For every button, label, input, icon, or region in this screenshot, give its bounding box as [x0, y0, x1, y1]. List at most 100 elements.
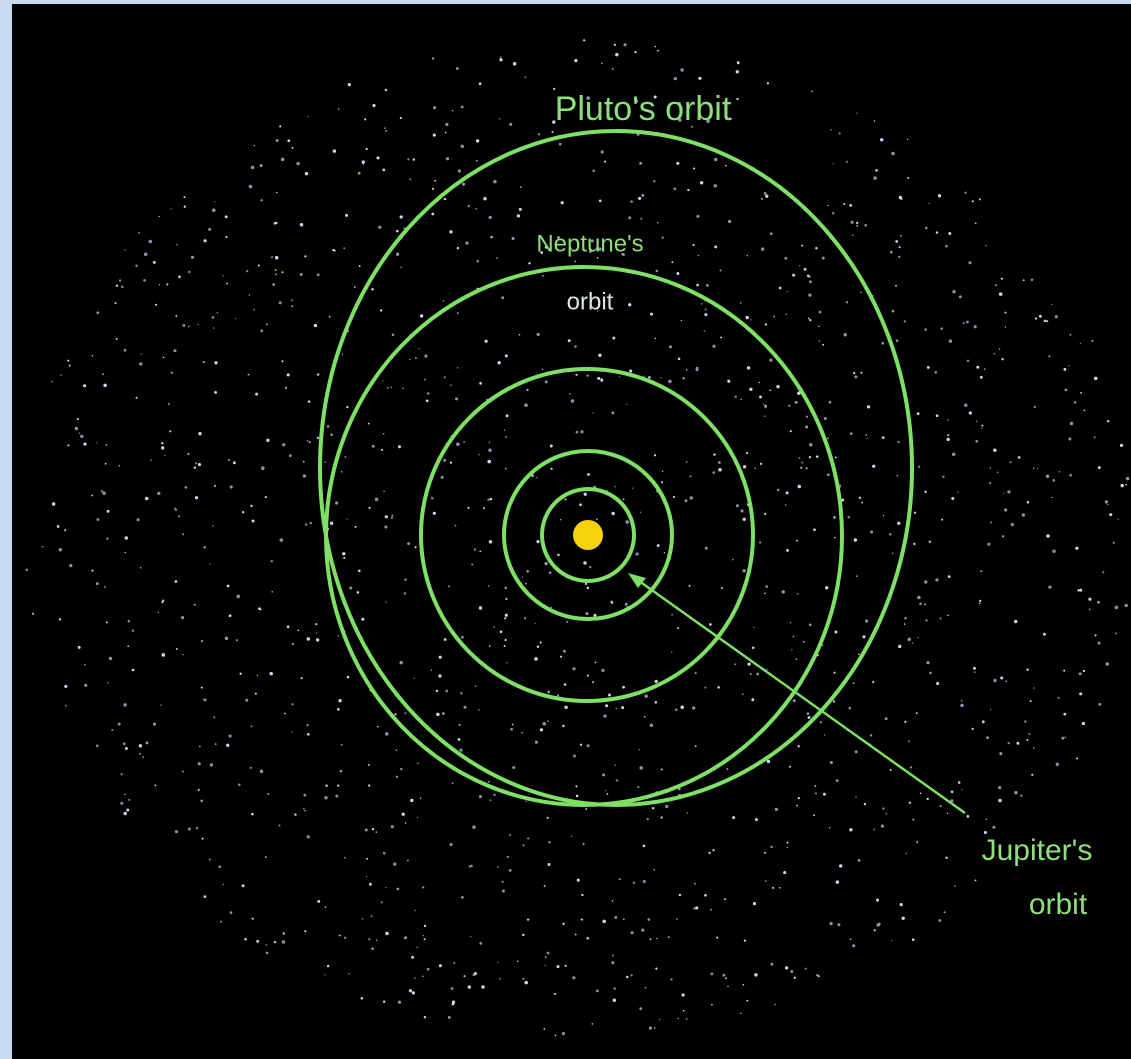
star — [115, 302, 117, 304]
star — [870, 734, 872, 736]
star — [1074, 401, 1076, 403]
star — [975, 222, 977, 224]
star — [175, 830, 178, 833]
star — [661, 816, 663, 818]
star — [587, 473, 590, 476]
star — [451, 987, 454, 990]
star — [445, 132, 447, 134]
star — [681, 993, 684, 996]
star — [793, 636, 795, 638]
star — [69, 564, 72, 567]
star — [282, 271, 284, 273]
star — [194, 466, 196, 468]
star — [123, 703, 127, 707]
star — [964, 404, 967, 407]
star — [226, 744, 229, 747]
star — [455, 525, 457, 527]
star — [383, 1000, 385, 1002]
star — [786, 313, 787, 314]
star — [929, 672, 932, 675]
star — [214, 201, 215, 202]
star — [358, 172, 361, 175]
star — [865, 434, 867, 436]
star — [575, 934, 577, 936]
star — [461, 145, 464, 148]
star — [157, 492, 160, 495]
star — [1083, 670, 1085, 672]
star — [940, 327, 943, 330]
star — [107, 510, 110, 513]
star — [882, 807, 884, 809]
star — [709, 623, 712, 626]
star — [96, 311, 99, 314]
star — [383, 490, 385, 492]
star — [146, 741, 149, 744]
star — [959, 295, 962, 298]
star — [1115, 632, 1117, 634]
star — [452, 782, 454, 784]
star — [306, 724, 308, 726]
star — [1080, 392, 1082, 394]
star — [571, 836, 572, 837]
star — [754, 973, 758, 977]
star — [1088, 598, 1091, 601]
star — [743, 465, 746, 468]
star — [106, 621, 108, 623]
star — [404, 712, 406, 714]
star — [1094, 436, 1096, 438]
star — [981, 427, 982, 428]
star — [644, 716, 646, 718]
star — [472, 825, 475, 828]
star — [560, 519, 562, 521]
star — [759, 541, 761, 543]
star — [362, 160, 365, 163]
star — [574, 345, 577, 348]
star — [711, 1004, 713, 1006]
star — [316, 632, 317, 633]
star — [695, 368, 698, 371]
star — [452, 110, 454, 112]
star — [105, 444, 107, 446]
star — [1024, 720, 1026, 722]
star — [1046, 534, 1050, 538]
star — [725, 977, 727, 979]
star — [604, 161, 606, 163]
star — [198, 762, 201, 765]
star — [376, 156, 379, 159]
star — [611, 512, 614, 515]
star — [837, 923, 840, 926]
star — [229, 614, 232, 617]
star — [547, 720, 549, 722]
star — [949, 339, 953, 343]
star — [418, 348, 419, 349]
star — [171, 208, 172, 209]
star — [643, 880, 646, 883]
star — [867, 437, 868, 438]
star — [629, 369, 632, 372]
star — [463, 441, 465, 443]
star — [140, 567, 141, 568]
star — [610, 601, 612, 603]
star — [502, 889, 505, 892]
star — [612, 900, 614, 902]
star — [925, 619, 927, 621]
star — [883, 515, 884, 516]
star — [625, 520, 629, 524]
star — [612, 68, 614, 70]
star — [504, 639, 506, 641]
star — [806, 416, 808, 418]
star — [547, 952, 550, 955]
star — [390, 386, 392, 388]
star — [834, 631, 837, 634]
star — [303, 808, 305, 810]
star — [67, 444, 69, 446]
star — [524, 76, 526, 78]
star — [540, 728, 543, 731]
star — [632, 487, 633, 488]
star — [680, 68, 683, 71]
star — [656, 938, 657, 939]
star — [648, 376, 651, 379]
star — [801, 244, 803, 246]
star — [763, 404, 765, 406]
star — [1035, 317, 1037, 319]
